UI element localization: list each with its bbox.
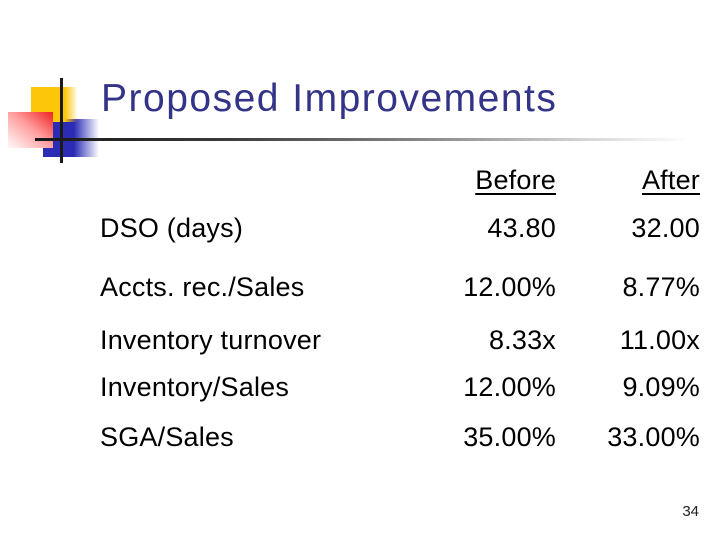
title-decoration [0, 0, 720, 180]
metric-label: Inventory/Sales [100, 372, 290, 402]
metric-after-value: 33.00% [607, 422, 700, 452]
table-row-inventory-turnover: Inventory turnover 8.33x 11.00x [100, 324, 700, 358]
header-before: Before [410, 164, 556, 198]
table-header-row: Before After [100, 164, 700, 198]
metric-label: SGA/Sales [100, 422, 234, 452]
metric-after-value: 8.77% [622, 272, 700, 302]
decoration-red-square [8, 112, 53, 148]
table-row-sga-sales: SGA/Sales 35.00% 33.00% [100, 421, 700, 455]
metric-label: Accts. rec./Sales [100, 272, 305, 302]
metric-label: DSO (days) [100, 213, 244, 243]
metric-before-value: 8.33x [488, 325, 556, 355]
metric-before-value: 12.00% [463, 372, 556, 402]
header-after: After [556, 164, 700, 198]
header-metric-spacer [100, 164, 410, 198]
metric-after-value: 11.00x [619, 325, 700, 355]
slide-title: Proposed Improvements [101, 77, 558, 120]
header-after-label: After [641, 165, 700, 195]
decoration-vertical-line [60, 78, 63, 163]
metric-before-value: 35.00% [463, 422, 556, 452]
title-underline-rule [35, 138, 690, 141]
metric-label: Inventory turnover [100, 325, 322, 355]
table-row-accts-rec-sales: Accts. rec./Sales 12.00% 8.77% [100, 271, 700, 305]
table-row-inventory-sales: Inventory/Sales 12.00% 9.09% [100, 371, 700, 405]
table-row-dso: DSO (days) 43.80 32.00 [100, 212, 700, 246]
header-before-label: Before [475, 165, 556, 195]
metric-after-value: 32.00 [631, 213, 700, 243]
page-number: 34 [682, 503, 699, 520]
metric-before-value: 43.80 [487, 213, 556, 243]
metric-after-value: 9.09% [622, 372, 700, 402]
metric-before-value: 12.00% [463, 272, 556, 302]
